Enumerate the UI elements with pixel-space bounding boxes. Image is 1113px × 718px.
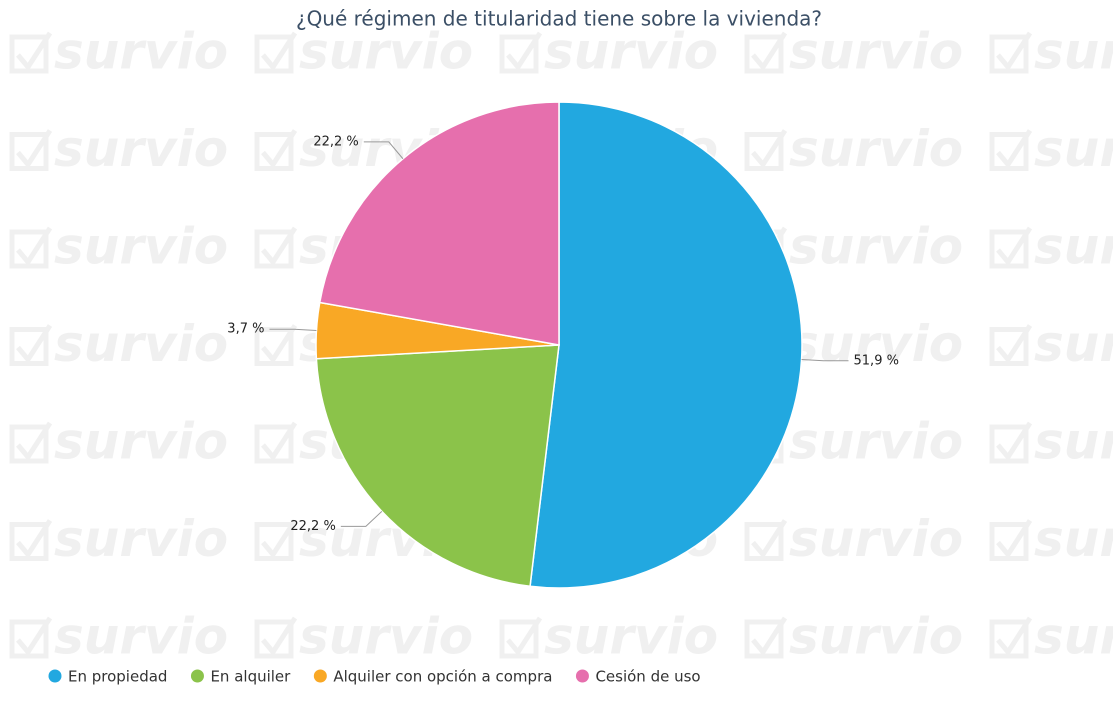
watermark-text: survio — [1034, 315, 1113, 373]
watermark-text: survio — [54, 120, 228, 178]
watermark-text: survio — [1034, 120, 1113, 178]
leader-line — [269, 328, 317, 332]
legend-marker — [575, 669, 589, 683]
watermark-check — [989, 31, 1033, 74]
watermark-check — [9, 129, 53, 171]
watermark-text: survio — [1034, 218, 1113, 276]
watermark-check — [499, 31, 543, 74]
leader-line — [363, 141, 404, 160]
watermark-text: survio — [54, 218, 228, 276]
watermark-check — [254, 421, 298, 464]
legend-marker — [190, 669, 204, 683]
watermark-check — [9, 616, 53, 659]
watermark-check — [9, 226, 53, 269]
watermark-text: survio — [1034, 23, 1113, 81]
watermark-text: survio — [1034, 413, 1113, 471]
leader-line — [801, 358, 849, 362]
watermark-text: survio — [54, 608, 228, 666]
legend-label: En alquiler — [210, 668, 291, 686]
watermark-check — [9, 31, 53, 74]
watermark-check — [989, 616, 1033, 659]
watermark-check — [9, 519, 53, 561]
watermark-text: survio — [789, 120, 963, 178]
watermark-text: survio — [54, 413, 228, 471]
watermark-text: survio — [54, 510, 228, 568]
data-label: 22,2 % — [313, 134, 358, 149]
watermark-check — [254, 31, 298, 74]
watermark-text: survio — [299, 608, 473, 666]
watermark-check — [254, 226, 298, 269]
watermark-text: survio — [789, 608, 963, 666]
watermark-text: survio — [1034, 510, 1113, 568]
watermark-text: survio — [54, 23, 228, 81]
watermark-check — [9, 421, 53, 464]
watermark-check — [744, 129, 788, 171]
pie: 51,9 % 22,2 % 3,7 % 22,2 % — [227, 101, 899, 589]
watermark-text: survio — [789, 23, 963, 81]
legend-label: En propiedad — [68, 668, 167, 686]
data-label: 22,2 % — [290, 519, 335, 534]
legend-marker — [313, 669, 327, 683]
watermark-text: survio — [789, 315, 963, 373]
watermark-text: survio — [544, 608, 718, 666]
watermark-check — [744, 519, 788, 561]
watermark-check — [989, 324, 1033, 366]
pie-slice — [529, 101, 803, 589]
watermark-text: survio — [789, 413, 963, 471]
watermark-check — [744, 31, 788, 74]
chart-title: ¿Qué régimen de titularidad tiene sobre … — [296, 7, 822, 31]
watermark-check — [499, 616, 543, 659]
legend: En propiedad En alquiler Alquiler con opci… — [48, 668, 701, 686]
watermark-check — [9, 324, 53, 366]
watermark-text: survio — [299, 23, 473, 81]
watermark-text: survio — [54, 315, 228, 373]
watermark-text: survio — [1034, 608, 1113, 666]
watermark-check — [989, 226, 1033, 269]
watermark-check — [744, 616, 788, 659]
watermark-text: survio — [544, 23, 718, 81]
data-label: 51,9 % — [854, 353, 899, 368]
watermark-check — [254, 129, 298, 171]
watermark-text: survio — [789, 510, 963, 568]
watermark-check — [989, 129, 1033, 171]
data-label: 3,7 % — [227, 322, 264, 337]
watermark-text: survio — [789, 218, 963, 276]
legend-label: Cesión de uso — [595, 668, 700, 686]
watermark-check — [254, 616, 298, 659]
pie-slice — [315, 344, 560, 588]
leader-line — [340, 510, 383, 527]
watermark-check — [989, 421, 1033, 464]
watermark-check — [989, 519, 1033, 561]
legend-marker — [48, 669, 62, 683]
legend-label: Alquiler con opción a compra — [333, 668, 552, 686]
watermark-check — [254, 519, 298, 561]
pie-slice — [318, 101, 560, 346]
